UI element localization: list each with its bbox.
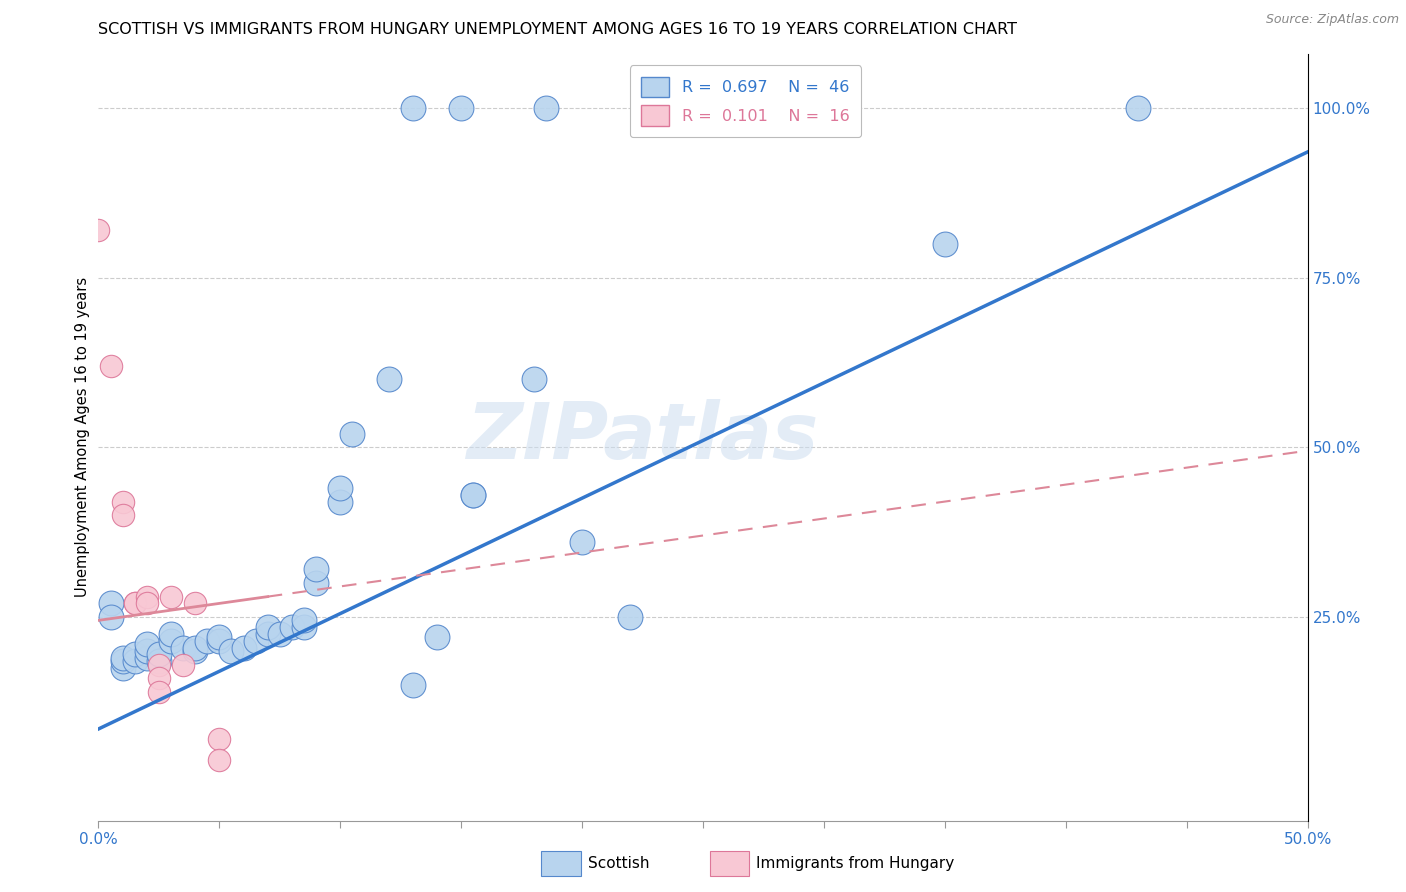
Point	[305, 562, 328, 576]
Point	[534, 101, 557, 115]
Point	[148, 657, 170, 672]
Point	[571, 535, 593, 549]
Text: Source: ZipAtlas.com: Source: ZipAtlas.com	[1265, 13, 1399, 27]
Point	[195, 633, 218, 648]
Point	[269, 627, 291, 641]
Point	[100, 610, 122, 624]
Point	[135, 596, 157, 610]
Point	[148, 671, 170, 685]
Point	[329, 494, 352, 508]
Point	[124, 654, 146, 668]
Text: Immigrants from Hungary: Immigrants from Hungary	[756, 856, 955, 871]
Point	[292, 620, 315, 634]
Point	[402, 678, 425, 692]
Point	[402, 101, 425, 115]
Text: SCOTTISH VS IMMIGRANTS FROM HUNGARY UNEMPLOYMENT AMONG AGES 16 TO 19 YEARS CORRE: SCOTTISH VS IMMIGRANTS FROM HUNGARY UNEM…	[98, 22, 1018, 37]
Point	[124, 596, 146, 610]
Point	[523, 372, 546, 386]
Point	[292, 613, 315, 627]
Point	[111, 508, 134, 523]
Point	[87, 223, 110, 237]
Point	[100, 596, 122, 610]
Point	[1128, 101, 1150, 115]
Text: ZIPatlas: ZIPatlas	[467, 399, 818, 475]
Point	[232, 640, 254, 655]
Point	[342, 426, 364, 441]
Point	[208, 732, 231, 747]
Point	[450, 101, 472, 115]
Point	[148, 684, 170, 698]
Point	[426, 631, 449, 645]
Point	[245, 633, 267, 648]
Point	[124, 596, 146, 610]
Point	[135, 637, 157, 651]
Point	[184, 596, 207, 610]
Point	[208, 633, 231, 648]
Point	[160, 633, 183, 648]
Point	[934, 236, 956, 251]
Point	[619, 610, 641, 624]
Point	[111, 650, 134, 665]
Point	[135, 644, 157, 658]
Point	[281, 620, 304, 634]
Point	[208, 631, 231, 645]
Point	[221, 644, 243, 658]
Point	[184, 644, 207, 658]
Point	[148, 648, 170, 662]
Point	[463, 488, 485, 502]
Point	[124, 648, 146, 662]
Point	[111, 654, 134, 668]
Legend: R =  0.697    N =  46, R =  0.101    N =  16: R = 0.697 N = 46, R = 0.101 N = 16	[630, 65, 860, 136]
Point	[305, 576, 328, 591]
Point	[160, 627, 183, 641]
Point	[148, 654, 170, 668]
Text: Scottish: Scottish	[588, 856, 650, 871]
Point	[329, 481, 352, 495]
Point	[111, 661, 134, 675]
Point	[172, 640, 194, 655]
Point	[135, 590, 157, 604]
Point	[172, 657, 194, 672]
Point	[160, 590, 183, 604]
Point	[463, 488, 485, 502]
Point	[135, 650, 157, 665]
Y-axis label: Unemployment Among Ages 16 to 19 years: Unemployment Among Ages 16 to 19 years	[75, 277, 90, 597]
Point	[377, 372, 399, 386]
Point	[100, 359, 122, 373]
Point	[111, 494, 134, 508]
Point	[208, 753, 231, 767]
Point	[184, 640, 207, 655]
Point	[256, 627, 278, 641]
Point	[256, 620, 278, 634]
